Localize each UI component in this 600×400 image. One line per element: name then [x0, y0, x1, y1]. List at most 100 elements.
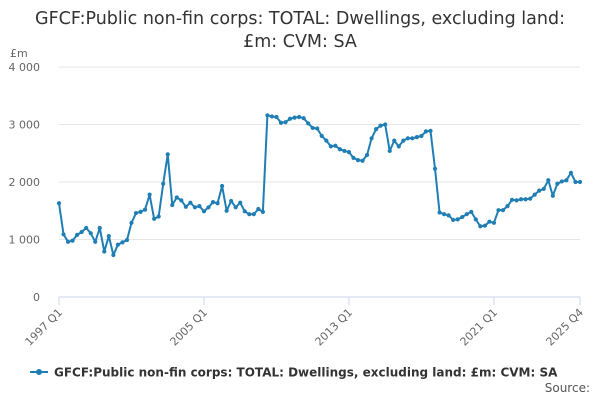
data-point[interactable] [369, 136, 374, 141]
data-point[interactable] [328, 144, 333, 149]
data-point[interactable] [378, 123, 383, 128]
data-point[interactable] [301, 116, 306, 121]
data-point[interactable] [437, 210, 442, 215]
data-point[interactable] [355, 158, 361, 163]
data-point[interactable] [514, 198, 519, 203]
data-point[interactable] [161, 181, 166, 186]
data-point[interactable] [478, 224, 483, 229]
data-point[interactable] [460, 214, 465, 220]
data-point[interactable] [120, 240, 125, 245]
data-point[interactable] [265, 113, 270, 118]
data-point[interactable] [111, 252, 116, 258]
data-point[interactable] [170, 202, 175, 208]
data-point[interactable] [65, 239, 71, 244]
data-point[interactable] [364, 152, 370, 158]
legend[interactable]: GFCF:Public non-fin corps: TOTAL: Dwelli… [30, 366, 558, 380]
data-point[interactable] [410, 136, 415, 141]
data-point[interactable] [319, 133, 324, 139]
data-point[interactable] [165, 152, 170, 157]
data-point[interactable] [310, 125, 315, 131]
data-point[interactable] [79, 229, 84, 235]
data-point[interactable] [210, 200, 216, 205]
data-point[interactable] [97, 225, 102, 231]
data-point[interactable] [573, 179, 578, 185]
data-point[interactable] [505, 204, 510, 209]
data-point[interactable] [360, 158, 365, 163]
data-point[interactable] [287, 116, 293, 121]
data-point[interactable] [519, 197, 524, 202]
data-point[interactable] [142, 207, 148, 212]
data-point[interactable] [229, 198, 234, 204]
data-point[interactable] [206, 205, 211, 210]
data-point[interactable] [152, 216, 157, 221]
data-point[interactable] [224, 208, 229, 213]
data-point[interactable] [93, 239, 98, 244]
data-point[interactable] [102, 249, 107, 254]
data-point[interactable] [387, 148, 392, 154]
data-point[interactable] [138, 209, 143, 214]
data-point[interactable] [546, 178, 551, 183]
data-point[interactable] [215, 201, 220, 206]
data-point[interactable] [315, 126, 320, 131]
data-point[interactable] [238, 200, 243, 205]
data-point[interactable] [555, 181, 560, 186]
data-point[interactable] [269, 114, 275, 119]
data-point[interactable] [133, 210, 139, 216]
data-point[interactable] [469, 209, 474, 214]
data-point[interactable] [496, 208, 501, 213]
data-point[interactable] [564, 178, 569, 183]
data-point[interactable] [523, 197, 528, 202]
data-point[interactable] [242, 209, 247, 214]
data-point[interactable] [577, 179, 583, 185]
data-point[interactable] [374, 127, 379, 132]
data-point[interactable] [441, 212, 447, 217]
data-point[interactable] [455, 217, 460, 222]
data-point[interactable] [550, 193, 555, 198]
data-point[interactable] [346, 150, 352, 155]
data-point[interactable] [188, 200, 193, 205]
data-point[interactable] [482, 223, 487, 228]
data-point[interactable] [156, 214, 161, 219]
data-point[interactable] [201, 209, 207, 214]
data-point[interactable] [306, 121, 311, 126]
data-point[interactable] [75, 232, 80, 237]
data-point[interactable] [183, 204, 188, 209]
data-point[interactable] [419, 133, 424, 139]
data-point[interactable] [278, 120, 284, 125]
data-point[interactable] [174, 195, 179, 200]
data-point[interactable] [423, 129, 429, 134]
data-point[interactable] [297, 114, 302, 120]
data-point[interactable] [491, 220, 497, 225]
data-point[interactable] [532, 192, 537, 197]
data-point[interactable] [392, 138, 397, 143]
data-point[interactable] [537, 188, 542, 193]
data-point[interactable] [509, 197, 515, 202]
data-point[interactable] [383, 122, 388, 127]
data-point[interactable] [256, 206, 261, 212]
data-point[interactable] [446, 213, 451, 218]
data-point[interactable] [124, 237, 130, 243]
data-point[interactable] [84, 225, 89, 231]
data-point[interactable] [351, 155, 356, 160]
data-point[interactable] [56, 201, 62, 206]
data-point[interactable] [414, 135, 419, 140]
data-point[interactable] [473, 217, 478, 222]
data-point[interactable] [337, 147, 342, 152]
data-point[interactable] [283, 120, 288, 125]
data-point[interactable] [88, 231, 93, 236]
data-point[interactable] [401, 138, 406, 143]
data-point[interactable] [342, 148, 347, 154]
data-point[interactable] [487, 219, 492, 224]
data-point[interactable] [70, 238, 75, 243]
data-point[interactable] [197, 204, 202, 209]
data-point[interactable] [405, 136, 410, 141]
data-point[interactable] [115, 242, 120, 247]
data-point[interactable] [324, 138, 329, 143]
data-point[interactable] [528, 196, 533, 201]
data-point[interactable] [541, 186, 546, 191]
data-point[interactable] [428, 128, 433, 133]
data-point[interactable] [233, 205, 238, 210]
data-point[interactable] [61, 232, 66, 237]
data-point[interactable] [179, 198, 184, 203]
data-point[interactable] [106, 233, 111, 239]
